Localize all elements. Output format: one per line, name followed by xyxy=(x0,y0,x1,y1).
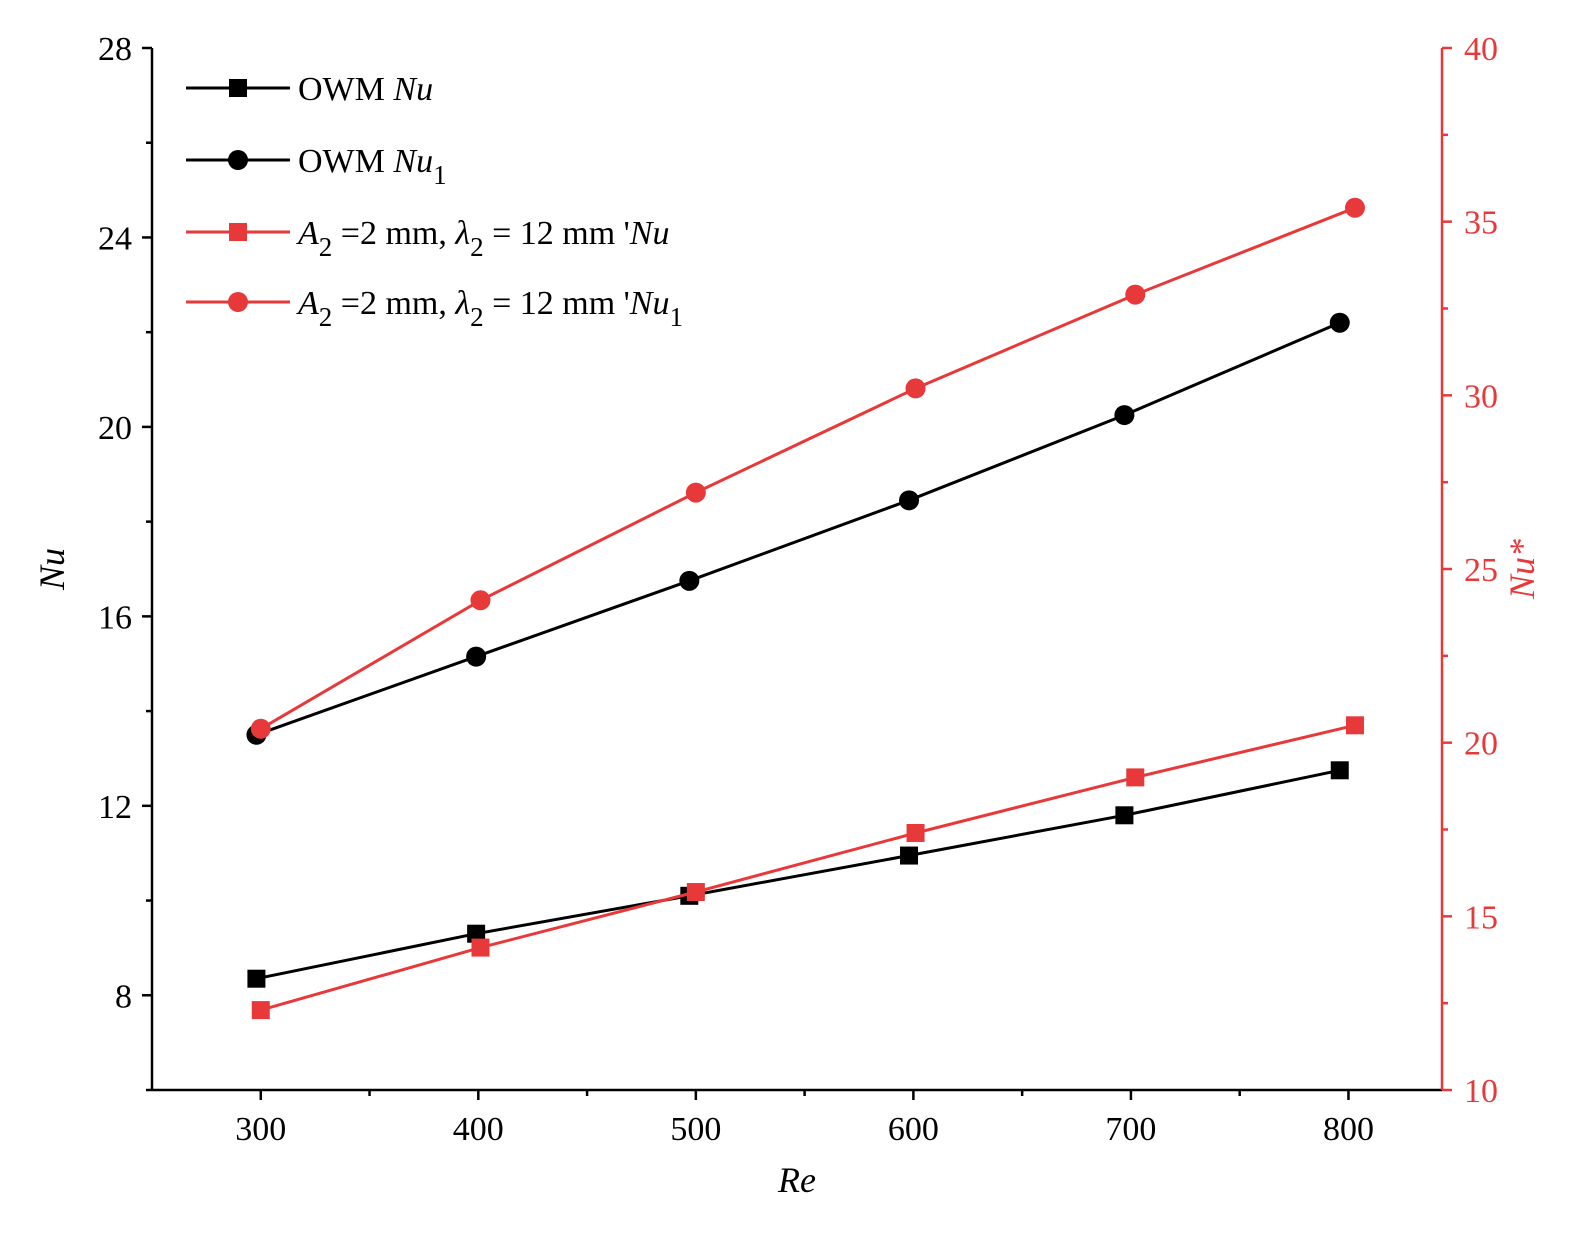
data-point xyxy=(471,938,490,957)
data-point xyxy=(1126,768,1145,787)
legend-item-2: OWM Nu1 xyxy=(186,143,447,190)
legend-label-part: Nu xyxy=(629,215,670,252)
plot-area xyxy=(246,197,1365,1020)
legend-label-part: λ xyxy=(454,215,470,252)
legend-label-part: Nu xyxy=(392,143,433,180)
y-tick-label: 8 xyxy=(115,978,132,1015)
y2-tick-label: 15 xyxy=(1464,899,1498,936)
y2-tick-label: 35 xyxy=(1464,205,1498,242)
legend-marker xyxy=(228,150,248,170)
legend-label-part: 2 xyxy=(319,232,333,262)
x-tick-label: 700 xyxy=(1105,1111,1156,1148)
legend-label: OWM Nu xyxy=(298,71,433,108)
x-tick-label: 600 xyxy=(888,1111,939,1148)
y2-tick-label: 25 xyxy=(1464,552,1498,589)
legend-label-part: = 12 mm ' xyxy=(484,285,630,322)
data-point xyxy=(1329,312,1350,333)
series-line xyxy=(260,206,1356,731)
y-tick-label: 16 xyxy=(98,599,132,636)
x-axis-label: Re xyxy=(777,1160,816,1200)
legend-label-part: λ xyxy=(454,285,470,322)
data-point xyxy=(906,823,925,842)
data-point xyxy=(1330,761,1349,780)
legend-label-part: =2 mm, xyxy=(332,285,455,322)
y2-tick-label: 10 xyxy=(1464,1073,1498,1110)
legend-label-part: 2 xyxy=(319,302,333,332)
legend-marker xyxy=(229,223,247,241)
data-point xyxy=(900,846,919,865)
x-tick-label: 500 xyxy=(670,1111,721,1148)
axes: 300 400 500 600 700 8008121620242810152025303… xyxy=(32,31,1542,1200)
legend-label: A2 =2 mm, λ2 = 12 mm 'Nu xyxy=(296,215,669,262)
legend-item-3: A2 =2 mm, λ2 = 12 mm 'Nu xyxy=(186,215,669,262)
legend-label-part: A xyxy=(296,285,319,322)
legend-label-part: A xyxy=(296,215,319,252)
legend-label-part: =2 mm, xyxy=(332,215,455,252)
legend-label-part: OWM xyxy=(298,143,393,180)
y-tick-label: 12 xyxy=(98,789,132,826)
series-1 xyxy=(247,761,1349,988)
series-2 xyxy=(246,312,1350,745)
x-tick-label: 400 xyxy=(453,1111,504,1148)
data-point xyxy=(466,646,487,667)
legend-label-part: 2 xyxy=(470,302,484,332)
legend-item-1: OWM Nu xyxy=(186,71,433,108)
data-point xyxy=(905,378,926,399)
legend-marker xyxy=(228,292,248,312)
y2-tick-label: 30 xyxy=(1464,378,1498,415)
legend-item-4: A2 =2 mm, λ2 = 12 mm 'Nu1 xyxy=(186,285,683,332)
data-point xyxy=(470,590,491,611)
legend-label-part: 2 xyxy=(470,232,484,262)
x-tick-label: 300 xyxy=(235,1111,286,1148)
y-axis-label: Nu xyxy=(32,548,72,591)
legend-label-part: OWM xyxy=(298,71,393,108)
y2-tick-label: 20 xyxy=(1464,726,1498,763)
y2-tick-label: 40 xyxy=(1464,31,1498,68)
legend-label: OWM Nu1 xyxy=(298,143,447,190)
data-point xyxy=(250,718,271,739)
legend-label-part: = 12 mm ' xyxy=(484,215,630,252)
series-line xyxy=(255,321,1341,737)
data-point xyxy=(1114,405,1135,426)
series-line xyxy=(260,723,1356,1012)
legend-label-part: 1 xyxy=(433,160,447,190)
series-4 xyxy=(250,197,1365,739)
legend-label-part: Nu xyxy=(392,71,433,108)
y-tick-label: 28 xyxy=(98,31,132,68)
data-point xyxy=(899,490,920,511)
data-point xyxy=(1345,716,1364,735)
legend-label-part: Nu xyxy=(629,285,670,322)
data-point xyxy=(1344,197,1365,218)
x-tick-label: 800 xyxy=(1323,1111,1374,1148)
data-point xyxy=(247,969,266,988)
data-point xyxy=(1125,284,1146,305)
data-point xyxy=(467,924,486,943)
legend-label-part: 1 xyxy=(669,302,683,332)
data-point xyxy=(251,1001,270,1020)
data-point xyxy=(1115,806,1134,825)
series-line xyxy=(256,768,1341,981)
y-tick-label: 24 xyxy=(98,220,132,257)
data-point xyxy=(685,482,706,503)
legend-label: A2 =2 mm, λ2 = 12 mm 'Nu1 xyxy=(296,285,683,332)
data-point xyxy=(686,883,705,902)
series-3 xyxy=(251,716,1364,1020)
data-point xyxy=(679,570,700,591)
y2-axis-label: Nu* xyxy=(1502,539,1542,600)
y-tick-label: 20 xyxy=(98,410,132,447)
legend-marker xyxy=(229,79,247,97)
